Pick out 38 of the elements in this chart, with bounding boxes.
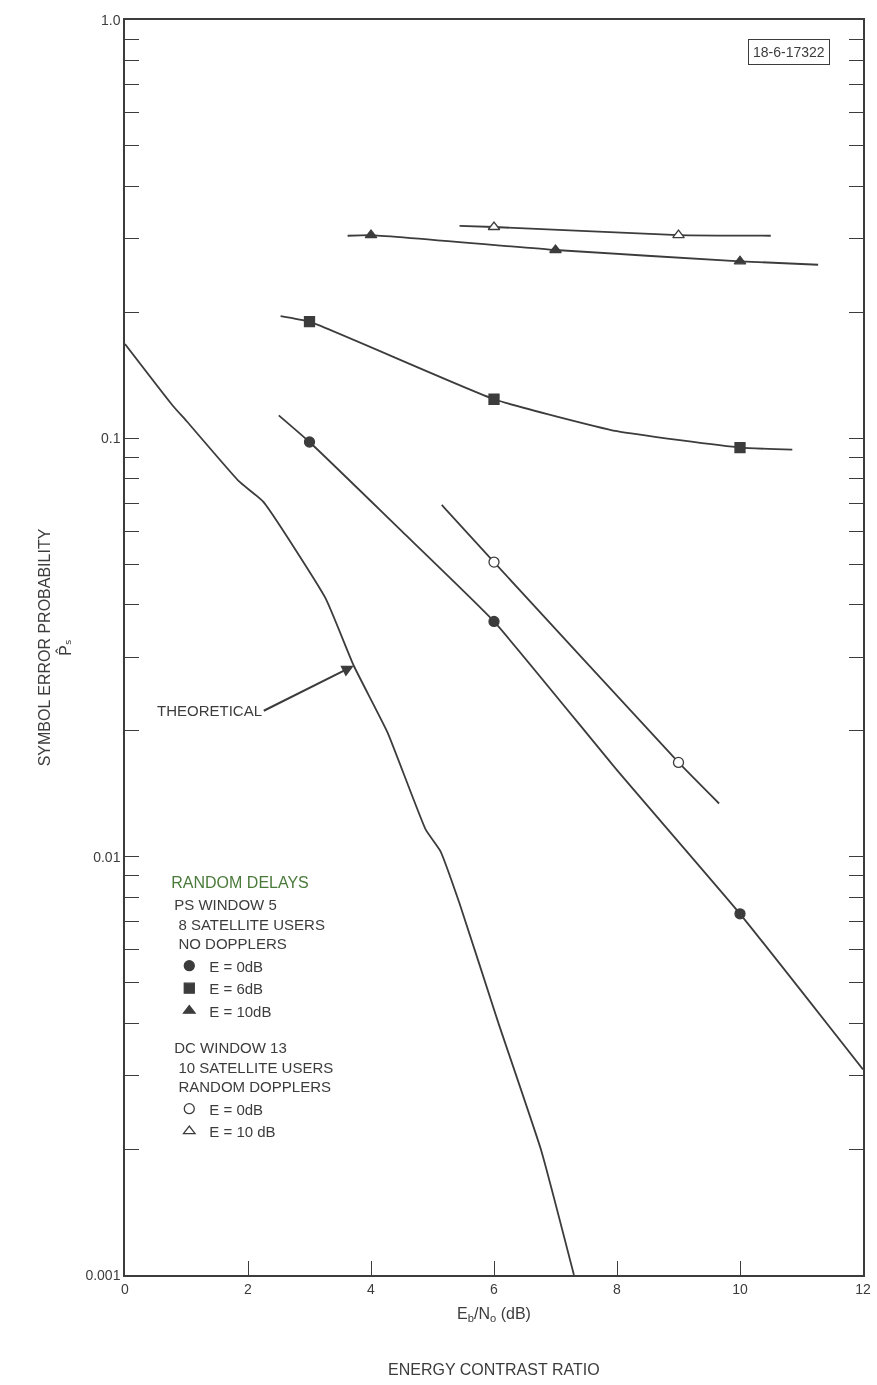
point bbox=[488, 615, 500, 628]
point bbox=[488, 556, 500, 568]
x-tick-label: 0 bbox=[121, 1280, 130, 1297]
legend-label: E = 6dB bbox=[209, 980, 264, 998]
annotation: THEORETICAL bbox=[157, 702, 263, 719]
point bbox=[487, 221, 501, 231]
y-tick-label: 0.001 bbox=[85, 1266, 121, 1283]
point bbox=[303, 436, 316, 448]
x-tick-label: 8 bbox=[613, 1280, 622, 1297]
point bbox=[672, 756, 685, 769]
x-tick-label: 4 bbox=[367, 1280, 376, 1297]
x-tick-label: 6 bbox=[490, 1280, 499, 1297]
x-axis-title: E$_{b}$/N$_{o}$ (dB) bbox=[457, 1304, 531, 1325]
y-tick-label: 1.0 bbox=[100, 11, 121, 28]
point bbox=[488, 393, 500, 405]
x-tick-label: 10 bbox=[732, 1280, 748, 1297]
text: ENERGY CONTRAST RATIO bbox=[388, 1361, 600, 1378]
x-tick-label: 2 bbox=[244, 1280, 253, 1297]
annotation: DC WINDOW 13 10 SATELLITE USERS RANDOM DOPPLERS bbox=[174, 1039, 334, 1096]
point bbox=[672, 229, 685, 239]
annotation: 18-6-17322 bbox=[753, 44, 825, 60]
point bbox=[303, 316, 316, 328]
y-tick-label: 0.01 bbox=[93, 848, 121, 865]
legend-title: RANDOM DELAYS bbox=[171, 873, 309, 891]
point bbox=[549, 244, 562, 254]
point bbox=[734, 908, 746, 920]
point bbox=[734, 442, 746, 454]
y-tick-label: 0.1 bbox=[100, 430, 121, 447]
point bbox=[733, 255, 747, 265]
legend-label: E = 10dB bbox=[209, 1002, 272, 1020]
y-axis-title: SYMBOL ERROR PROBABILITY P̂ₛ bbox=[36, 528, 74, 767]
legend-label: E = 0dB bbox=[209, 957, 264, 975]
legend-label: E = 0dB bbox=[209, 1100, 264, 1118]
line-series bbox=[440, 504, 720, 805]
x-tick-label: 12 bbox=[855, 1280, 871, 1297]
point bbox=[364, 229, 378, 239]
legend-label: E = 10 dB bbox=[209, 1123, 276, 1141]
annotation: PS WINDOW 5 8 SATELLITE USERS NO DOPPLERS bbox=[174, 896, 325, 953]
